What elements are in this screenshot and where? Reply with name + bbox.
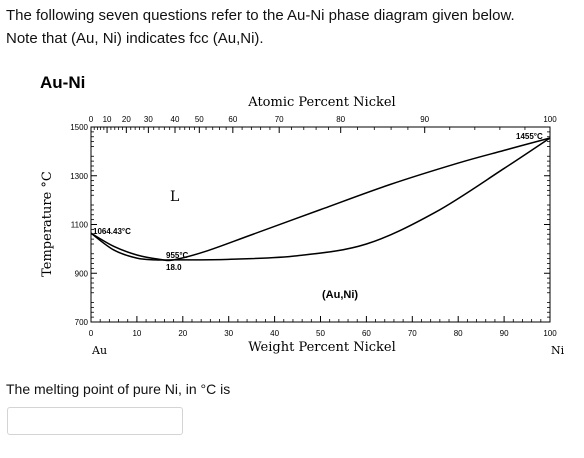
atomic-tick-label: 30 [144, 115, 153, 124]
atomic-tick-label: 50 [195, 115, 204, 124]
atomic-tick-label: 100 [543, 115, 557, 124]
right-element-label: Ni [551, 344, 565, 357]
minimum-temp-annotation: 955°C [166, 251, 189, 260]
question-text: The melting point of pure Ni, in °C is [6, 381, 231, 397]
atomic-tick-label: 40 [171, 115, 180, 124]
atomic-tick-label: 10 [103, 115, 112, 124]
atomic-tick-label: 20 [122, 115, 131, 124]
top-axis-label: Atomic Percent Nickel [247, 95, 395, 110]
weight-tick-label: 90 [500, 329, 509, 338]
atomic-tick-label: 0 [89, 115, 94, 124]
y-axis-label: Temperature °C [40, 171, 55, 277]
minimum-comp-annotation: 18.0 [166, 263, 182, 272]
answer-input[interactable] [7, 407, 183, 435]
weight-tick-label: 60 [362, 329, 371, 338]
question-intro: The following seven questions refer to t… [6, 4, 515, 50]
liquid-phase-label: L [170, 189, 179, 205]
weight-tick-label: 10 [132, 329, 141, 338]
weight-tick-label: 30 [224, 329, 233, 338]
liquidus-curve [90, 137, 551, 262]
temp-tick-label: 1100 [71, 221, 89, 230]
weight-tick-label: 80 [454, 329, 463, 338]
weight-tick-label: 0 [89, 329, 94, 338]
atomic-tick-label: 60 [228, 115, 237, 124]
temp-tick-label: 900 [75, 269, 89, 278]
intro-line-2: Note that (Au, Ni) indicates fcc (Au,Ni)… [6, 30, 264, 47]
axis-ticks: 0 10 20 30 40 50 60 70 80 90 100 0 10 20 30 40 50 60 70 80 9… [70, 115, 557, 338]
temp-tick-label: 700 [75, 318, 89, 327]
left-element-label: Au [91, 344, 107, 357]
solid-phase-label: (Au,Ni) [322, 289, 358, 301]
temp-tick-label: 1300 [70, 172, 88, 181]
weight-tick-label: 20 [178, 329, 187, 338]
solidus-curve [90, 137, 551, 261]
au-ni-phase-diagram: Au-Ni Atomic Percent Nickel Weight Perce… [40, 73, 565, 357]
diagram-title: Au-Ni [40, 73, 85, 92]
atomic-tick-label: 70 [275, 115, 284, 124]
bottom-axis-label: Weight Percent Nickel [248, 340, 396, 355]
atomic-tick-label: 80 [336, 115, 345, 124]
weight-tick-label: 50 [316, 329, 325, 338]
weight-tick-label: 100 [543, 329, 557, 338]
intro-line-1: The following seven questions refer to t… [6, 7, 515, 24]
atomic-tick-label: 90 [420, 115, 429, 124]
weight-tick-label: 70 [408, 329, 417, 338]
au-melting-annotation: 1064.43°C [93, 227, 131, 236]
ni-melting-annotation: 1455°C [516, 132, 543, 141]
temp-tick-label: 1500 [70, 123, 88, 132]
phase-boundaries [90, 137, 551, 262]
weight-tick-label: 40 [270, 329, 279, 338]
